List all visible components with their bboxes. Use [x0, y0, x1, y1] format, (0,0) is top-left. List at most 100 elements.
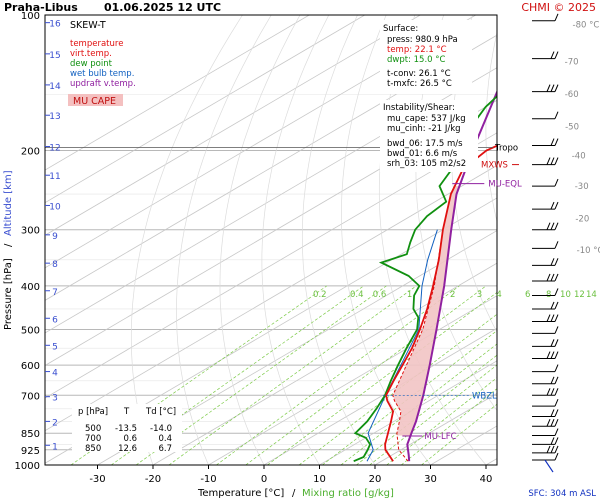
parcel-virtual-temperature-line — [406, 89, 497, 462]
wind-barb-flag — [554, 273, 559, 282]
wind-barbs — [532, 13, 559, 473]
wind-barb — [532, 201, 559, 210]
wind-barb-flag — [546, 351, 551, 359]
wind-barb — [532, 222, 559, 231]
table-cell: 0.6 — [123, 434, 137, 444]
legend-cape-swatch — [68, 94, 123, 106]
wind-barb — [532, 409, 559, 417]
wind-barb-flag — [550, 419, 555, 427]
isotherm-label: -80 °C — [573, 21, 600, 31]
pressure-tick-label: 600 — [21, 361, 40, 372]
wind-barb-flag — [546, 84, 551, 92]
mu-lfc-label: MU-LFC — [424, 432, 456, 442]
mixing-ratio-label: 2 — [450, 290, 455, 300]
wind-barb — [532, 111, 559, 120]
altitude-tick-label: 2 — [52, 418, 58, 428]
table-cell: 850 — [85, 444, 101, 454]
wind-barb — [532, 157, 559, 166]
instability-mucape: mu_cape: 537 J/kg — [387, 114, 466, 124]
wind-barb — [532, 273, 559, 282]
instability-title: Instability/Shear: — [383, 103, 455, 113]
wind-barb — [532, 376, 559, 385]
isotherm-line — [45, 132, 497, 399]
wind-barb-flag — [554, 339, 559, 347]
isotherm-line — [45, 15, 365, 204]
temperature-tick-label: 30 — [424, 474, 437, 485]
wind-barb — [532, 445, 559, 454]
wind-barb-flag — [554, 452, 559, 461]
altitude-tick-label: 8 — [52, 260, 58, 270]
tropopause-label: Tropo — [494, 144, 518, 154]
instability-mucinh: mu_cinh: -21 J/kg — [387, 124, 461, 134]
wind-barb-flag — [554, 111, 559, 119]
isotherm-label: -10 °C — [577, 246, 600, 256]
y-axis-title-sep: / — [3, 243, 14, 247]
wind-barb-flag — [546, 419, 551, 427]
mixing-ratio-label: 14 — [586, 290, 597, 300]
wind-barb-flag — [554, 326, 559, 334]
grid-labels: 0.20.40.6123468101214172025-80 °C-70-60-… — [313, 21, 600, 437]
altitude-tick-label: 15 — [49, 51, 60, 61]
wind-barb-flag — [550, 314, 555, 322]
mixing-ratio-label: 10 — [560, 290, 571, 300]
mixing-ratio-label: 0.2 — [313, 290, 327, 300]
isotherm-line — [45, 99, 497, 366]
instability-srh03: srh_03: 105 m2/s2 — [387, 159, 466, 169]
isotherm-line — [152, 262, 497, 465]
temperature-tick-label: 0 — [261, 474, 267, 485]
wind-barb — [532, 51, 559, 60]
dry-adiabat-line — [519, 15, 600, 465]
wind-barb — [532, 452, 559, 461]
dry-adiabat-line — [176, 15, 272, 465]
surface-info: Surface: press: 980.9 hPa temp: 22.1 °C … — [380, 20, 472, 94]
wind-barb — [532, 241, 559, 249]
isotherm-line — [319, 360, 497, 465]
wind-barb-flag — [554, 445, 559, 454]
plot-frame — [44, 14, 498, 466]
wind-barb — [532, 351, 559, 360]
isotherm-line — [542, 15, 600, 465]
surface-tconv: t-conv: 26.1 °C — [387, 69, 451, 79]
table-header-td: Td [°C] — [145, 407, 176, 417]
wind-barb-flag — [554, 351, 559, 359]
wind-barb-flag — [550, 437, 555, 445]
isotherm-label: -30 — [575, 182, 589, 192]
instability-bwd06: bwd_06: 17.5 m/s — [387, 139, 463, 149]
surface-press: press: 980.9 hPa — [387, 35, 458, 45]
wind-barb-flag — [554, 13, 559, 21]
isotherm-line — [97, 230, 497, 465]
wind-barb — [532, 326, 559, 334]
cape-area — [392, 186, 460, 436]
dry-adiabat-line — [485, 30, 497, 223]
surface-altitude: SFC: 304 m ASL — [528, 489, 596, 499]
mixing-ratio-label: 3 — [477, 290, 482, 300]
altitude-tick-label: 1 — [52, 442, 58, 452]
wind-barb-flag — [554, 288, 559, 296]
altitude-tick-label: 11 — [49, 172, 60, 182]
wind-barb-flag — [550, 273, 555, 282]
wind-barb — [532, 364, 559, 373]
isotherm-line — [45, 164, 497, 432]
isotherm-label: -60 — [565, 90, 579, 100]
isotherm-line — [45, 197, 497, 464]
mu-eql-label: MU-EQL — [488, 180, 522, 190]
wind-barb-flag — [550, 301, 555, 310]
altitude-tick-label: 5 — [52, 342, 58, 352]
pressure-tick-label: 100 — [21, 11, 40, 22]
sounding-time: 01.06.2025 12 UTC — [104, 1, 221, 14]
wind-barb-flag — [550, 339, 555, 347]
instability-info: Instability/Shear: mu_cape: 537 J/kg mu_… — [380, 100, 478, 172]
altitude-tick-label: 16 — [49, 20, 61, 30]
isotherm-line — [45, 15, 476, 269]
y-axis-title: Pressure [hPa] / Altitude [km] — [3, 170, 14, 330]
wind-barb-flag — [554, 419, 559, 427]
wind-barb-flag — [550, 409, 555, 417]
isotherm-line — [485, 458, 497, 465]
x-axis-title-temperature: Temperature [°C] — [197, 488, 284, 499]
surface-info-bg — [380, 20, 472, 94]
wind-barb-flag — [554, 314, 559, 322]
altitude-tick-label: 13 — [49, 112, 60, 122]
isotherm-label: -50 — [565, 123, 579, 133]
surface-wind-marker — [544, 459, 554, 473]
